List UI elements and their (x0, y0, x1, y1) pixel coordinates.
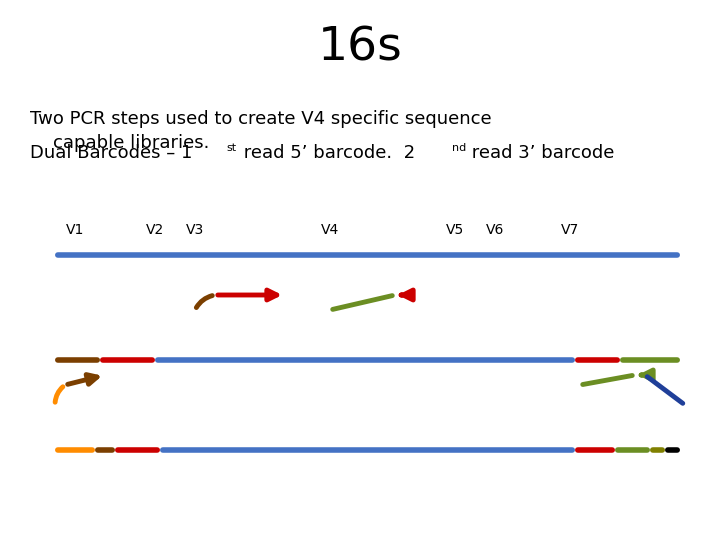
Text: read 5’ barcode.  2: read 5’ barcode. 2 (238, 144, 415, 162)
Text: V6: V6 (486, 223, 504, 237)
Text: Dual Barcodes – 1: Dual Barcodes – 1 (30, 144, 192, 162)
Text: V2: V2 (146, 223, 164, 237)
Text: 16s: 16s (318, 25, 402, 71)
Text: Two PCR steps used to create V4 specific sequence
    capable libraries.: Two PCR steps used to create V4 specific… (30, 110, 492, 152)
Text: V1: V1 (66, 223, 84, 237)
Text: V4: V4 (321, 223, 339, 237)
Text: st: st (226, 143, 236, 153)
Text: V5: V5 (446, 223, 464, 237)
Text: V3: V3 (186, 223, 204, 237)
Text: read 3’ barcode: read 3’ barcode (466, 144, 614, 162)
Text: nd: nd (452, 143, 467, 153)
Text: V7: V7 (561, 223, 579, 237)
